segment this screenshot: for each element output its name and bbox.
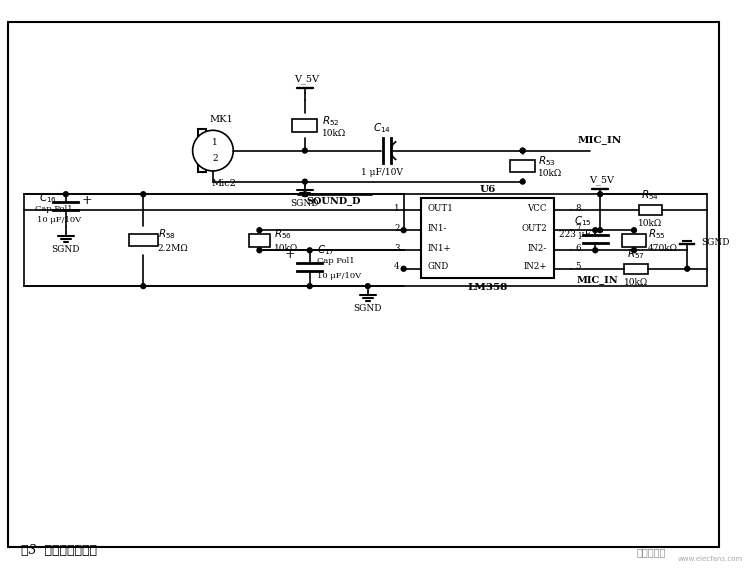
Text: 1: 1 [394,204,400,213]
Text: U6: U6 [479,185,496,194]
Bar [510,160,535,173]
Text: 2.2MΩ: 2.2MΩ [158,245,189,253]
Text: $R_{56}$: $R_{56}$ [274,228,292,241]
Bar [421,198,553,278]
Text: 10 μF/10V: 10 μF/10V [37,216,81,224]
Text: www.elecfans.com: www.elecfans.com [677,556,743,562]
Text: Cap Pol1: Cap Pol1 [35,205,72,213]
Circle shape [303,179,307,184]
Circle shape [257,248,262,253]
Text: $C_{17}$: $C_{17}$ [318,243,336,257]
Text: 10kΩ: 10kΩ [638,219,662,228]
Text: 10 μF/10V: 10 μF/10V [318,272,361,280]
Text: $C_{15}$: $C_{15}$ [574,214,591,228]
Text: IN2-: IN2- [528,244,547,253]
Text: V_5V: V_5V [294,74,319,84]
Text: MIC_IN: MIC_IN [577,275,619,284]
Bar [128,234,158,246]
Bar [198,130,207,172]
Text: $R_{52}$: $R_{52}$ [322,114,340,128]
Text: 3: 3 [394,244,400,253]
Text: OUT1: OUT1 [428,204,454,213]
Text: 2: 2 [394,224,400,233]
Circle shape [307,284,312,289]
Text: V_5V: V_5V [590,176,614,185]
Circle shape [307,248,312,253]
Text: 2: 2 [212,154,218,163]
Circle shape [598,192,602,196]
Text: $R_{54}$: $R_{54}$ [641,188,659,202]
Text: 图3  语音输入原理图: 图3 语音输入原理图 [21,544,98,557]
Text: SOUND_D: SOUND_D [306,196,361,205]
Text: MK1: MK1 [209,115,233,124]
Circle shape [303,192,307,196]
Text: IN1+: IN1+ [428,244,451,253]
Bar [249,234,270,246]
Text: IN1-: IN1- [428,224,447,233]
Text: 4: 4 [394,263,400,271]
Circle shape [632,248,636,253]
Text: 1: 1 [212,138,218,148]
Text: 223 µF: 223 µF [559,230,591,239]
Text: 10kΩ: 10kΩ [274,245,298,253]
Text: $R_{58}$: $R_{58}$ [158,227,176,241]
Text: GND: GND [428,263,449,271]
Text: $C_{14}$: $C_{14}$ [373,121,391,135]
Circle shape [593,228,598,232]
Text: SGND: SGND [354,304,382,313]
Text: OUT2: OUT2 [521,224,547,233]
Text: IN2+: IN2+ [523,263,547,271]
Text: SGND: SGND [291,199,319,209]
Text: 1 μF/10V: 1 μF/10V [361,168,403,177]
Text: 470kΩ: 470kΩ [647,245,677,253]
Bar [292,119,318,132]
Text: SGND: SGND [701,238,730,247]
Circle shape [520,148,525,153]
Text: $R_{57}$: $R_{57}$ [627,248,644,261]
Circle shape [685,266,689,271]
Text: $R_{55}$: $R_{55}$ [647,228,665,241]
Circle shape [303,148,307,153]
Bar [624,264,647,274]
Circle shape [257,228,262,232]
Text: +: + [285,248,296,261]
Text: 6: 6 [575,244,581,253]
Bar [623,234,646,246]
Circle shape [520,179,525,184]
Text: 10kΩ: 10kΩ [624,278,648,287]
Text: 5: 5 [575,263,581,271]
Circle shape [593,248,598,253]
Text: 10kΩ: 10kΩ [538,170,562,178]
Circle shape [401,266,406,271]
Circle shape [366,284,370,289]
Text: MIC_IN: MIC_IN [578,135,623,145]
Text: 7: 7 [575,224,581,233]
Text: VCC: VCC [527,204,547,213]
Circle shape [141,192,146,196]
Text: 10kΩ: 10kΩ [322,129,346,138]
Circle shape [632,228,636,232]
Text: +: + [81,193,92,206]
Text: SGND: SGND [52,245,80,254]
Text: Mic2: Mic2 [211,179,236,188]
Text: 8: 8 [575,204,581,213]
Circle shape [63,192,68,196]
Text: $C_{16}$: $C_{16}$ [39,191,57,205]
Circle shape [192,130,234,171]
Circle shape [598,228,602,232]
Circle shape [401,228,406,232]
Text: LM358: LM358 [467,282,508,292]
Bar [639,205,662,215]
Text: Cap Pol1: Cap Pol1 [318,257,355,266]
Text: $R_{53}$: $R_{53}$ [538,155,556,168]
Circle shape [141,284,146,289]
Circle shape [520,148,525,153]
Text: 电子发烧友: 电子发烧友 [637,547,666,557]
